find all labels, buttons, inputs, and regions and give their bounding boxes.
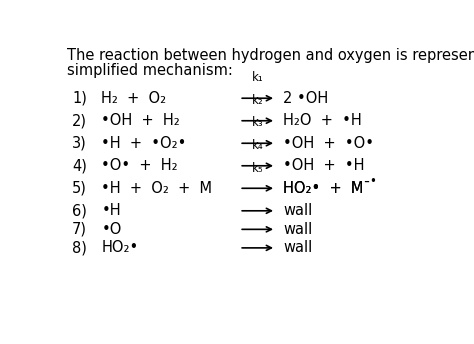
Text: k₃: k₃ [252,117,264,129]
Text: k₂: k₂ [252,94,264,107]
Text: 5): 5) [72,181,87,196]
Text: 4): 4) [72,158,87,173]
Text: k₅: k₅ [252,162,264,174]
Text: •OH  +  •H: •OH + •H [283,158,365,173]
Text: HO₂•: HO₂• [101,240,139,255]
Text: •H  +  O₂  +  M: •H + O₂ + M [101,181,212,196]
Text: 1): 1) [72,91,87,106]
Text: •H  +  •O₂•: •H + •O₂• [101,136,187,151]
Text: k₁: k₁ [252,72,264,85]
Text: H₂  +  O₂: H₂ + O₂ [101,91,167,106]
Text: 7): 7) [72,222,87,237]
Text: 2 •OH: 2 •OH [283,91,328,106]
Text: HO₂•  +  M: HO₂• + M [283,181,364,196]
Text: •: • [370,175,376,188]
Text: 8): 8) [72,240,87,255]
Text: wall: wall [283,203,312,218]
Text: k₄: k₄ [252,139,264,152]
Text: The reaction between hydrogen and oxygen is represented: The reaction between hydrogen and oxygen… [66,48,474,63]
Text: 3): 3) [72,136,87,151]
Text: wall: wall [283,222,312,237]
Text: 2): 2) [72,113,87,128]
Text: 6): 6) [72,203,87,218]
Text: •O: •O [101,222,122,237]
Text: simplified mechanism:: simplified mechanism: [66,63,232,78]
Text: HO₂•  +  Mˉ: HO₂• + Mˉ [283,181,371,196]
Text: H₂O  +  •H: H₂O + •H [283,113,362,128]
Text: •OH  +  H₂: •OH + H₂ [101,113,180,128]
Text: •H: •H [101,203,121,218]
Text: wall: wall [283,240,312,255]
Text: •O•  +  H₂: •O• + H₂ [101,158,178,173]
Text: •OH  +  •O•: •OH + •O• [283,136,374,151]
